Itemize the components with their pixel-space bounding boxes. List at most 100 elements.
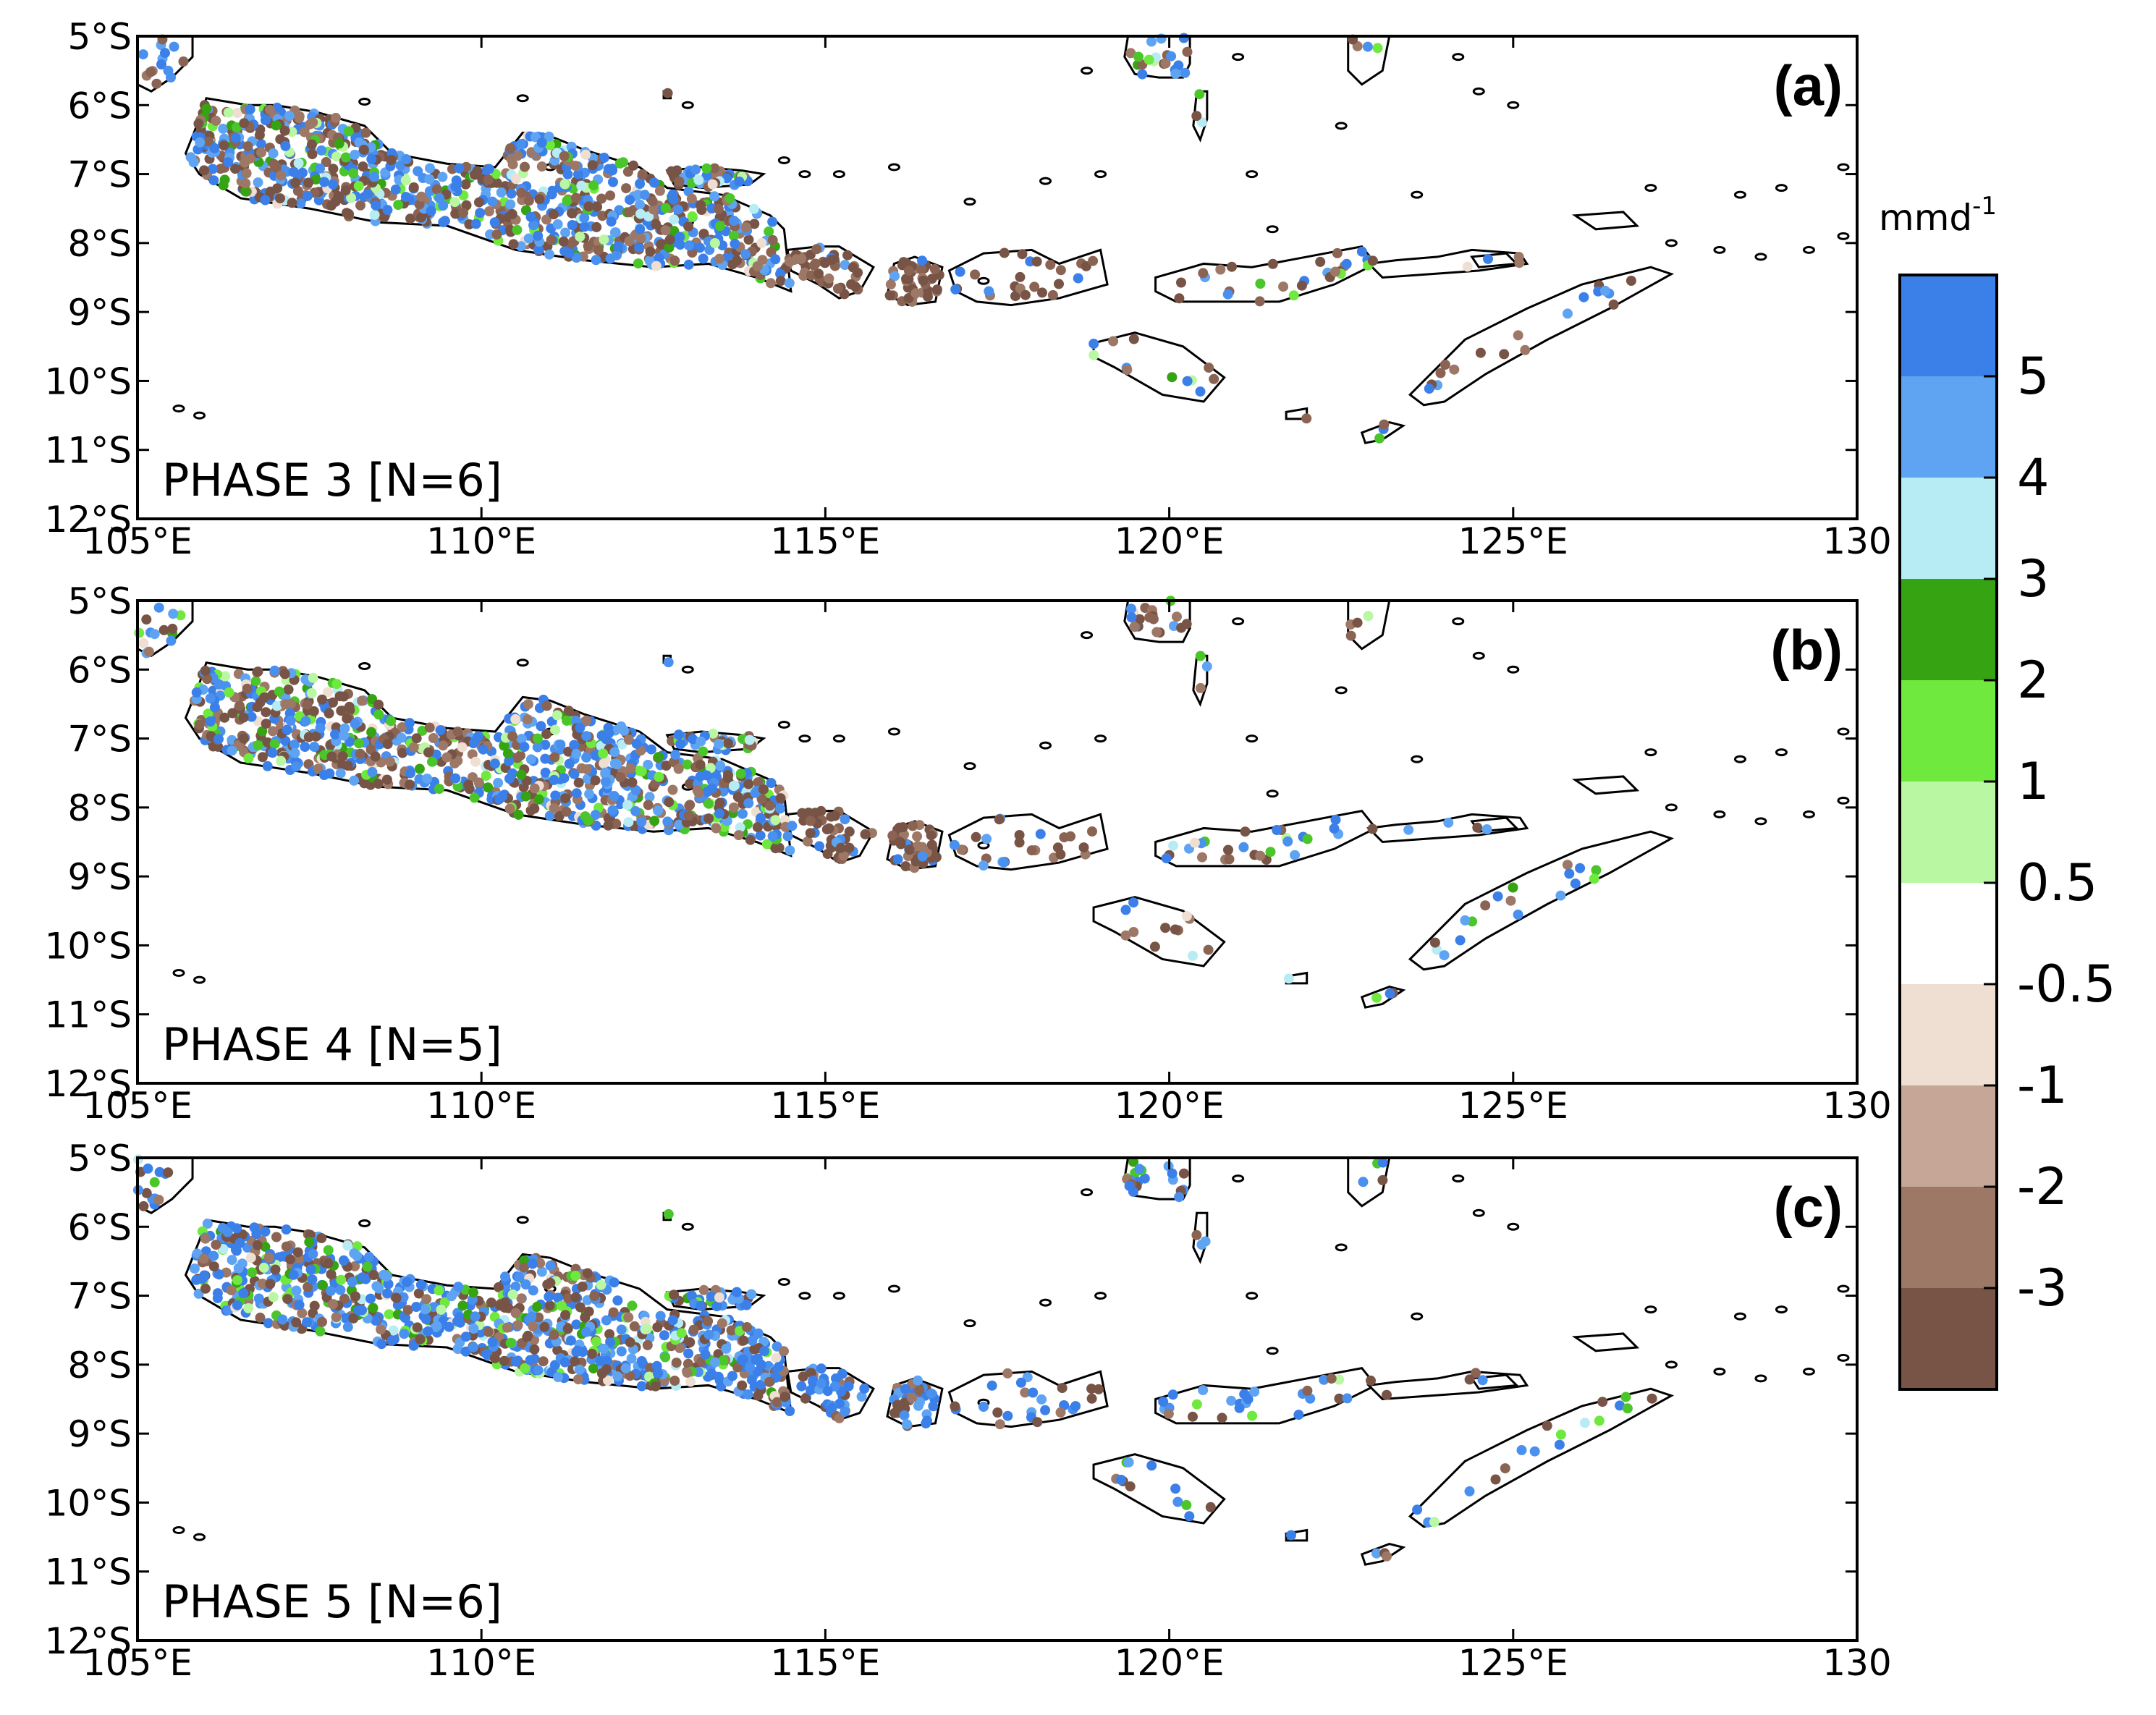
station-dot <box>683 259 694 270</box>
colorbar-tick-label: -1 <box>2017 1056 2068 1115</box>
station-dot <box>342 713 352 724</box>
station-dot <box>527 1258 538 1269</box>
station-dot <box>570 1356 580 1367</box>
station-dot <box>674 177 685 187</box>
station-dot <box>685 1337 696 1347</box>
station-dot <box>499 740 510 751</box>
station-dot <box>1385 988 1395 999</box>
station-dot <box>761 839 772 850</box>
station-dot <box>1174 293 1185 304</box>
station-dot <box>337 751 348 762</box>
station-dot <box>770 254 781 265</box>
station-dot <box>579 213 590 224</box>
station-dot <box>705 763 716 774</box>
y-tick-label: 11°S <box>45 430 132 472</box>
station-dot <box>675 232 685 242</box>
station-dot <box>545 1261 556 1271</box>
station-dot <box>195 137 206 148</box>
station-dot <box>544 249 555 260</box>
station-dot <box>233 1263 244 1274</box>
station-dot <box>319 770 329 780</box>
station-dot <box>528 1285 538 1296</box>
station-dot <box>209 143 220 153</box>
station-dot <box>532 742 543 753</box>
station-dot <box>779 1392 790 1402</box>
station-dot <box>382 205 393 216</box>
station-dot <box>581 752 592 763</box>
station-dot <box>1189 837 1200 848</box>
station-dot <box>200 1233 211 1244</box>
station-dot <box>674 819 685 830</box>
station-dot <box>728 803 739 813</box>
station-dot <box>633 258 643 269</box>
station-dot <box>1126 604 1136 614</box>
station-dot <box>326 1269 337 1279</box>
coastline-islet <box>1039 177 1052 185</box>
station-dot <box>1435 368 1446 378</box>
station-dot <box>724 193 735 203</box>
station-dot <box>884 290 895 301</box>
station-dot <box>350 1261 360 1271</box>
x-tick-label: 125°E <box>1458 1642 1568 1684</box>
station-dot <box>416 191 427 202</box>
station-dot <box>539 1321 550 1332</box>
station-dot <box>562 195 572 206</box>
station-dot <box>573 777 584 788</box>
station-dot <box>469 169 480 180</box>
station-dot <box>496 187 507 198</box>
station-dot <box>1122 365 1133 376</box>
station-dot <box>1471 1368 1481 1379</box>
station-dot <box>289 739 300 750</box>
station-dot <box>510 1282 521 1292</box>
station-dot <box>1125 1481 1136 1492</box>
station-dot <box>859 1383 870 1394</box>
station-dot <box>627 1300 638 1311</box>
station-dot <box>745 834 756 845</box>
station-dot <box>599 758 609 769</box>
station-dot <box>483 174 494 185</box>
station-dot <box>1032 1417 1043 1428</box>
station-dot <box>687 211 698 221</box>
station-dot <box>675 240 685 250</box>
station-dot <box>1028 1387 1039 1398</box>
panel-label: (b) <box>1770 618 1843 682</box>
station-dot <box>1133 51 1144 62</box>
station-dot <box>1163 1408 1174 1419</box>
colorbar-segment <box>1900 883 1997 985</box>
station-dot <box>474 197 484 208</box>
station-dot <box>529 803 540 814</box>
station-dot <box>390 184 401 195</box>
station-dot <box>764 226 774 237</box>
station-dot <box>1134 614 1145 624</box>
station-dot <box>583 816 593 826</box>
map-frame <box>136 35 1859 520</box>
colorbar-tick-label: -2 <box>2017 1157 2068 1216</box>
station-dot <box>224 687 234 698</box>
coastline-islet <box>777 156 790 165</box>
station-dot <box>623 734 634 745</box>
station-dot <box>208 1261 219 1272</box>
station-dot <box>545 1277 556 1288</box>
station-dot <box>143 646 154 657</box>
station-dot <box>728 230 739 241</box>
station-dot <box>753 1328 764 1339</box>
station-dot <box>262 761 273 771</box>
station-dot <box>214 1269 224 1280</box>
station-dot <box>238 712 249 723</box>
station-dot <box>1014 830 1025 840</box>
station-dot <box>602 1355 612 1366</box>
station-dot <box>1247 1410 1258 1421</box>
station-dot <box>1036 1394 1047 1405</box>
station-dot <box>734 177 745 187</box>
station-dot <box>510 1308 521 1318</box>
station-dot <box>265 1279 276 1290</box>
station-dot <box>506 188 517 199</box>
station-dot <box>460 1346 471 1357</box>
station-dot <box>370 1315 381 1326</box>
station-dot <box>431 1321 442 1331</box>
station-dot <box>653 1368 663 1379</box>
station-dot <box>564 247 575 258</box>
station-dot <box>400 175 411 186</box>
station-dot <box>1492 891 1503 902</box>
